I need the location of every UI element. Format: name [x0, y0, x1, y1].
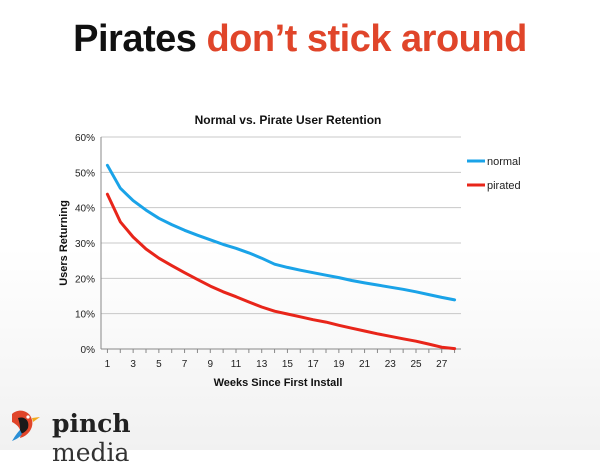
y-tick-label: 10% — [75, 310, 95, 321]
legend-label-pirated: pirated — [487, 180, 521, 192]
y-axis-label: Users Returning — [58, 200, 70, 286]
x-tick-label: 25 — [410, 359, 422, 370]
series-line-normal — [105, 163, 457, 302]
slide-title: Pirates don’t stick around — [0, 18, 600, 61]
series-line-pirated — [105, 192, 457, 351]
y-tick-label: 20% — [75, 274, 95, 285]
x-tick-label: 15 — [282, 359, 294, 370]
y-tick-label: 50% — [75, 168, 95, 179]
x-tick-label: 23 — [385, 359, 397, 370]
y-tick-label: 40% — [75, 204, 95, 215]
x-axis-label: Weeks Since First Install — [214, 377, 343, 389]
y-tick-label: 0% — [81, 345, 96, 356]
bird-logo-icon — [12, 410, 40, 441]
legend: normal pirated — [467, 156, 521, 192]
legend-label-normal: normal — [487, 156, 521, 168]
x-tick-label: 7 — [182, 359, 188, 370]
slide-title-part1: Pirates — [73, 18, 197, 60]
axis-ticks: 0%10%20%30%40%50%60%1 3 5 7 9 11 13 15 17 19 21 23 2… — [75, 133, 456, 370]
x-tick-label: 21 — [359, 359, 371, 370]
x-tick-label: 1 — [105, 359, 111, 370]
chart-title: Normal vs. Pirate User Retention — [195, 113, 382, 127]
series — [105, 163, 457, 351]
grid — [100, 136, 461, 350]
logo-text: pinch media — [52, 409, 208, 467]
y-tick-label: 60% — [75, 133, 95, 144]
retention-chart: Normal vs. Pirate User Retention Weeks S… — [58, 113, 521, 389]
x-tick-label: 13 — [256, 359, 268, 370]
pinch-media-logo: pinch media — [8, 404, 208, 467]
y-tick-label: 30% — [75, 239, 95, 250]
x-tick-label: 3 — [130, 359, 136, 370]
slide-title-part2: don’t stick around — [206, 18, 527, 60]
logo-text-regular: media — [52, 438, 130, 467]
x-tick-label: 9 — [208, 359, 214, 370]
x-tick-label: 17 — [308, 359, 320, 370]
x-tick-label: 27 — [436, 359, 448, 370]
x-tick-label: 19 — [333, 359, 345, 370]
x-tick-label: 5 — [156, 359, 162, 370]
logo-text-bold: pinch — [52, 409, 131, 438]
x-tick-label: 11 — [231, 359, 242, 370]
